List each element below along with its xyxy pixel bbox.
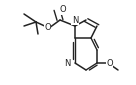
Text: O: O [44, 23, 51, 32]
Text: N: N [65, 58, 71, 67]
Text: O: O [106, 58, 113, 67]
Text: O: O [60, 6, 66, 15]
Text: N: N [72, 16, 78, 25]
